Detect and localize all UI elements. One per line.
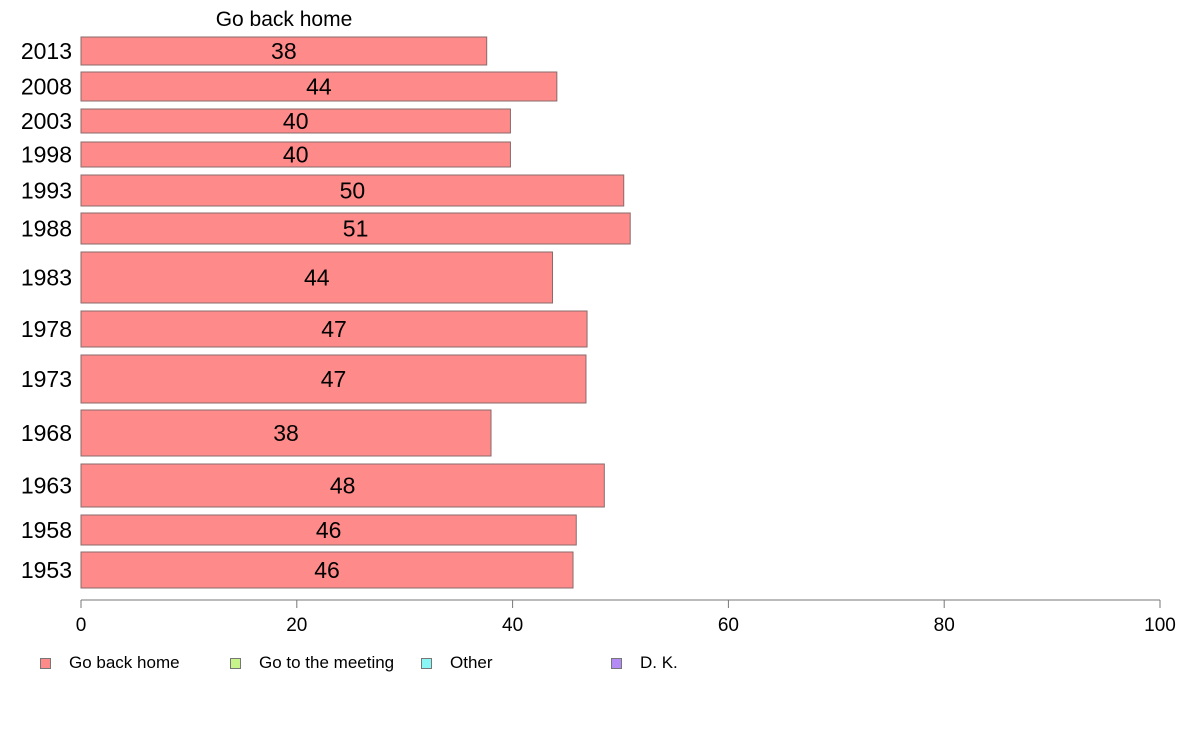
chart-title: Go back home [216, 8, 353, 31]
x-tick-label-80: 80 [934, 615, 955, 636]
category-label-1993: 1993 [21, 178, 72, 204]
bar-1978 [80, 310, 588, 348]
bar-1988 [80, 212, 631, 245]
legend-label: Other [450, 653, 493, 672]
legend-swatch [611, 657, 622, 669]
data-label-2008: 44 [306, 74, 332, 100]
category-label-1958: 1958 [21, 517, 72, 543]
bar-1958 [80, 514, 577, 546]
category-label-2008: 2008 [21, 74, 72, 100]
bar-2008 [80, 71, 558, 102]
bar-1993 [80, 174, 625, 207]
category-label-1998: 1998 [21, 142, 72, 168]
x-axis: 0 20 40 60 80 100 [76, 599, 1176, 636]
data-label-1973: 47 [321, 366, 347, 392]
x-tick-label-0: 0 [76, 615, 87, 636]
legend-item-dk: D. K. [611, 652, 678, 674]
legend-label: Go to the meeting [259, 653, 395, 672]
legend-item-other: Other [421, 652, 493, 674]
legend-label: D. K. [640, 653, 678, 672]
legend: Go back home Go to the meeting Other D. … [0, 652, 1188, 676]
category-label-1968: 1968 [21, 420, 72, 446]
category-label-2013: 2013 [21, 38, 72, 64]
data-label-1963: 48 [330, 473, 356, 499]
bar-1968 [80, 409, 492, 457]
bars-layer: 2013 38 2008 44 2003 40 1998 40 1993 50 1988 51 1983… [21, 36, 631, 589]
x-tick-label-60: 60 [718, 615, 739, 636]
category-label-2003: 2003 [21, 108, 72, 134]
category-label-1973: 1973 [21, 366, 72, 392]
data-label-2013: 38 [271, 38, 297, 64]
legend-item-go-back-home: Go back home [40, 652, 180, 674]
legend-swatch [40, 657, 51, 669]
bar-2013 [80, 36, 488, 66]
bar-1963 [80, 463, 605, 508]
legend-swatch [230, 657, 241, 669]
x-tick-label-100: 100 [1144, 615, 1176, 636]
x-tick-label-40: 40 [502, 615, 523, 636]
data-label-1993: 50 [340, 178, 366, 204]
data-label-1988: 51 [343, 216, 369, 242]
bar-1998 [80, 141, 511, 168]
bar-2003 [80, 108, 511, 134]
x-tick-label-20: 20 [286, 615, 307, 636]
legend-item-go-to-the-meeting: Go to the meeting [230, 652, 394, 674]
bar-1983 [80, 251, 554, 304]
data-label-1958: 46 [316, 517, 342, 543]
data-label-1968: 38 [273, 420, 299, 446]
data-label-1953: 46 [314, 557, 340, 583]
bar-1973 [80, 354, 587, 404]
category-label-1983: 1983 [21, 265, 72, 291]
category-label-1978: 1978 [21, 316, 72, 342]
legend-label: Go back home [69, 653, 180, 672]
data-label-1978: 47 [321, 316, 347, 342]
legend-swatch [421, 657, 432, 669]
category-label-1963: 1963 [21, 473, 72, 499]
category-label-1988: 1988 [21, 216, 72, 242]
category-label-1953: 1953 [21, 557, 72, 583]
data-label-1998: 40 [283, 142, 309, 168]
data-label-2003: 40 [283, 108, 309, 134]
bar-1953 [80, 551, 574, 589]
data-label-1983: 44 [304, 265, 330, 291]
